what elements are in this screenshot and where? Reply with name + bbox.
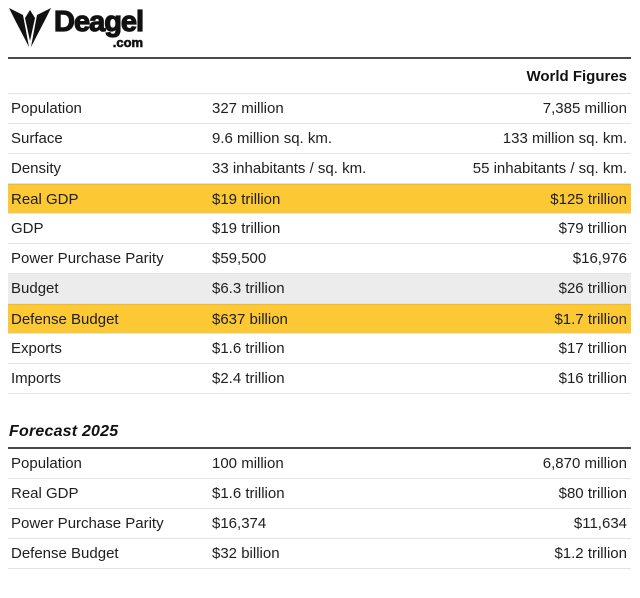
table-row-defense-budget: Defense Budget $637 billion $1.7 trillio… — [8, 304, 631, 334]
row-label: Defense Budget — [11, 310, 119, 328]
row-label: Population — [11, 100, 82, 117]
world-value: $80 trillion — [558, 485, 627, 502]
world-value: 7,385 million — [542, 100, 627, 117]
country-value: $59,500 — [212, 250, 267, 267]
row-label: GDP — [11, 220, 44, 237]
world-value: 133 million sq. km. — [502, 130, 627, 147]
table-row-exports: Exports $1.6 trillion $17 trillion — [8, 334, 631, 364]
country-value: $6.3 trillion — [212, 280, 285, 297]
row-label: Defense Budget — [11, 545, 119, 562]
row-label: Real GDP — [11, 485, 79, 502]
brand-tld: .com — [112, 35, 144, 50]
forecast-row-defense-budget: Defense Budget $32 billion $1.2 trillion — [8, 539, 631, 569]
header-world-figures: World Figures — [526, 67, 627, 85]
world-value: $79 trillion — [558, 220, 627, 237]
table-row-surface: Surface 9.6 million sq. km. 133 million … — [8, 124, 631, 154]
logo-text: Deagel .com — [53, 5, 144, 50]
table-row-population: Population 327 million 7,385 million — [8, 94, 631, 124]
country-value: $19 trillion — [212, 190, 281, 208]
country-value: 9.6 million sq. km. — [212, 130, 333, 147]
deagel-trident-icon — [8, 5, 52, 51]
table-row-density: Density 33 inhabitants / sq. km. 55 inha… — [8, 154, 631, 184]
row-label: Population — [11, 455, 82, 472]
deagel-logo[interactable]: Deagel .com — [8, 5, 145, 51]
table-row-real-gdp: Real GDP $19 trillion $125 trillion — [8, 184, 631, 214]
country-value: $32 billion — [212, 545, 280, 562]
row-label: Exports — [11, 340, 62, 357]
country-value: 33 inhabitants / sq. km. — [212, 160, 367, 177]
country-value: $19 trillion — [212, 220, 281, 237]
world-value: $11,634 — [573, 515, 627, 532]
world-value: $125 trillion — [550, 190, 627, 208]
row-label: Budget — [11, 280, 59, 297]
row-label: Imports — [11, 370, 62, 387]
row-label: Density — [11, 160, 62, 177]
table-row-gdp: GDP $19 trillion $79 trillion — [8, 214, 631, 244]
table-header-row: World Figures — [8, 59, 631, 94]
country-value: 327 million — [212, 100, 284, 117]
brand-name: Deagel — [53, 6, 144, 38]
world-value: $26 trillion — [558, 280, 627, 297]
world-value: 55 inhabitants / sq. km. — [472, 160, 627, 177]
world-value: $16,976 — [572, 250, 627, 267]
world-value: $16 trillion — [558, 370, 627, 387]
table-row-budget: Budget $6.3 trillion $26 trillion — [8, 274, 631, 304]
forecast-row-real-gdp: Real GDP $1.6 trillion $80 trillion — [8, 479, 631, 509]
forecast-row-population: Population 100 million 6,870 million — [8, 449, 631, 479]
row-label: Power Purchase Parity — [11, 250, 164, 267]
world-value: $1.2 trillion — [554, 545, 627, 562]
country-value: $16,374 — [212, 515, 267, 532]
country-value: $637 billion — [212, 310, 288, 328]
table-row-imports: Imports $2.4 trillion $16 trillion — [8, 364, 631, 394]
country-value: $1.6 trillion — [212, 485, 285, 502]
country-value: $2.4 trillion — [212, 370, 285, 387]
world-value: $1.7 trillion — [554, 310, 627, 328]
world-value: 6,870 million — [542, 455, 627, 472]
forecast-section-title: Forecast 2025 — [9, 423, 119, 440]
row-label: Real GDP — [11, 190, 79, 208]
main-statistics-table: World Figures Population 327 million 7,3… — [8, 57, 631, 394]
forecast-row-power-purchase-parity: Power Purchase Parity $16,374 $11,634 — [8, 509, 631, 539]
row-label: Surface — [11, 130, 63, 147]
country-value: 100 million — [212, 455, 284, 472]
world-value: $17 trillion — [558, 340, 627, 357]
forecast-table: Population 100 million 6,870 million Rea… — [8, 447, 631, 569]
table-row-power-purchase-parity: Power Purchase Parity $59,500 $16,976 — [8, 244, 631, 274]
country-value: $1.6 trillion — [212, 340, 285, 357]
row-label: Power Purchase Parity — [11, 515, 164, 532]
